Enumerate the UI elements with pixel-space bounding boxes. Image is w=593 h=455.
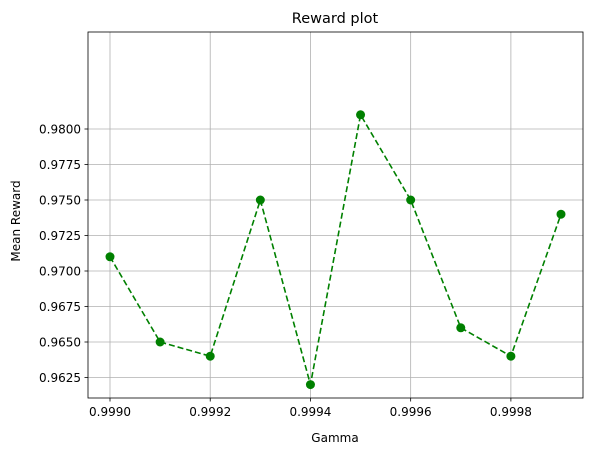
x-axis-label: Gamma	[311, 431, 358, 445]
data-point	[105, 252, 115, 262]
y-axis-label: Mean Reward	[9, 180, 23, 261]
data-point	[506, 351, 516, 361]
y-tick-label: 0.9800	[39, 122, 81, 136]
y-tick-label: 0.9650	[39, 335, 81, 349]
y-axis-ticks: 0.9625 0.9650 0.9675 0.9700 0.9725 0.9750 0.97…	[39, 122, 88, 385]
chart-title: Reward plot	[292, 11, 379, 27]
y-tick-label: 0.9700	[39, 264, 81, 278]
data-point	[556, 209, 566, 219]
data-point	[456, 323, 466, 333]
y-tick-label: 0.9750	[39, 193, 81, 207]
y-tick-label: 0.9725	[39, 229, 81, 243]
data-point	[205, 351, 215, 361]
grid	[88, 32, 583, 398]
x-axis-ticks: 0.9990 0.9992 0.9994 0.9996 0.9998	[89, 398, 532, 419]
y-tick-label: 0.9775	[39, 158, 81, 172]
plot-area	[105, 110, 566, 390]
data-point	[255, 195, 265, 205]
series-line	[109, 112, 562, 385]
data-point	[155, 337, 165, 347]
data-point	[406, 195, 416, 205]
y-tick-label: 0.9625	[39, 371, 81, 385]
x-tick-label: 0.9992	[189, 405, 231, 419]
data-point	[305, 380, 315, 390]
x-tick-label: 0.9996	[390, 405, 432, 419]
axes-frame	[87, 31, 584, 399]
x-tick-label: 0.9998	[490, 405, 532, 419]
data-point	[356, 110, 366, 120]
y-tick-label: 0.9675	[39, 300, 81, 314]
x-tick-label: 0.9990	[89, 405, 131, 419]
x-tick-label: 0.9994	[289, 405, 331, 419]
